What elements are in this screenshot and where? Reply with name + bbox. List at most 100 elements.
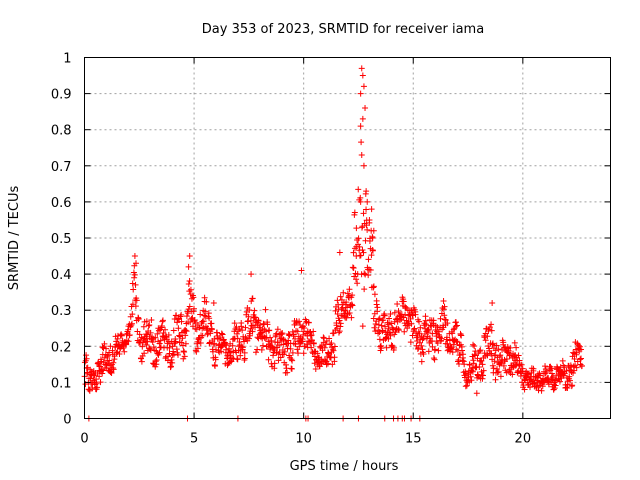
data-point	[266, 327, 273, 334]
data-point	[310, 340, 317, 347]
data-point	[154, 330, 161, 337]
x-tick-labels: 0 5 10 15 20	[80, 432, 531, 447]
data-point	[380, 317, 387, 324]
data-point	[174, 316, 181, 323]
data-point	[518, 361, 525, 368]
data-point	[131, 271, 138, 278]
data-point	[469, 368, 476, 375]
data-point	[252, 314, 259, 321]
data-point	[359, 115, 366, 122]
data-point	[482, 337, 489, 344]
data-point	[400, 298, 407, 305]
data-point	[300, 350, 307, 357]
data-point	[409, 312, 416, 319]
data-point	[182, 340, 189, 347]
data-point	[480, 367, 487, 374]
data-point	[391, 309, 398, 316]
data-point	[494, 369, 501, 376]
data-point	[357, 198, 364, 205]
data-point	[144, 338, 151, 345]
data-point	[271, 360, 278, 367]
y-tick-label: 0.8	[51, 124, 72, 139]
data-point	[376, 329, 383, 336]
data-point	[133, 297, 140, 304]
data-point	[125, 338, 132, 345]
data-point	[262, 306, 269, 313]
data-point	[563, 367, 570, 374]
data-point	[223, 342, 230, 349]
data-point	[453, 319, 460, 326]
data-point	[346, 286, 353, 293]
data-point	[395, 326, 402, 333]
data-point	[343, 299, 350, 306]
data-point	[259, 342, 266, 349]
data-point	[169, 343, 176, 350]
data-point	[179, 335, 186, 342]
data-point	[434, 340, 441, 347]
data-point	[185, 280, 192, 287]
data-point	[312, 365, 319, 372]
x-tick-label: 0	[80, 432, 88, 447]
data-point	[442, 316, 449, 323]
data-point	[461, 361, 468, 368]
data-point	[470, 341, 477, 348]
data-point	[239, 344, 246, 351]
data-point	[139, 343, 146, 350]
data-point	[378, 345, 385, 352]
data-point	[400, 314, 407, 321]
data-point	[242, 334, 249, 341]
data-point	[408, 320, 415, 327]
data-point	[246, 307, 253, 314]
data-point	[212, 362, 219, 369]
data-point	[234, 356, 241, 363]
data-point	[527, 384, 534, 391]
data-point	[185, 263, 192, 270]
data-point	[511, 339, 518, 346]
data-point	[218, 348, 225, 355]
data-point	[387, 311, 394, 318]
data-point	[147, 329, 154, 336]
data-point	[187, 319, 194, 326]
data-point	[423, 321, 430, 328]
x-axis-label: GPS time / hours	[290, 459, 399, 474]
data-point	[360, 249, 367, 256]
data-point	[369, 235, 376, 241]
data-point	[457, 351, 464, 358]
data-point	[170, 348, 177, 355]
data-point	[556, 378, 563, 385]
data-point	[478, 357, 485, 364]
data-point	[135, 315, 142, 322]
data-point	[239, 327, 246, 334]
data-point	[359, 72, 366, 79]
data-point	[98, 366, 105, 373]
data-point	[468, 367, 475, 374]
data-point	[505, 347, 512, 354]
data-point	[287, 345, 294, 352]
data-point	[381, 312, 388, 319]
data-point	[411, 325, 418, 332]
data-point	[320, 334, 327, 341]
data-point	[123, 341, 130, 348]
data-point	[159, 318, 166, 325]
data-point	[110, 359, 117, 366]
x-tick-label: 20	[515, 432, 532, 447]
data-point	[251, 307, 258, 314]
data-point	[332, 307, 339, 314]
y-tick-label: 0.1	[51, 376, 72, 391]
data-point	[566, 373, 573, 380]
data-point	[548, 365, 555, 372]
data-point	[280, 341, 287, 348]
data-point	[149, 338, 156, 345]
data-point	[162, 326, 169, 333]
data-point	[479, 361, 486, 368]
data-point	[178, 311, 185, 318]
y-tick-label: 0.2	[51, 340, 72, 355]
data-point	[371, 324, 378, 331]
data-point	[369, 247, 376, 254]
data-point	[201, 312, 208, 319]
data-point	[310, 328, 317, 335]
data-point	[130, 286, 137, 293]
data-point	[173, 312, 180, 319]
y-tick-labels: 0 0.1 0.2 0.3 0.4 0.5 0.6 0.7 0.8 0.9 1	[51, 52, 72, 428]
